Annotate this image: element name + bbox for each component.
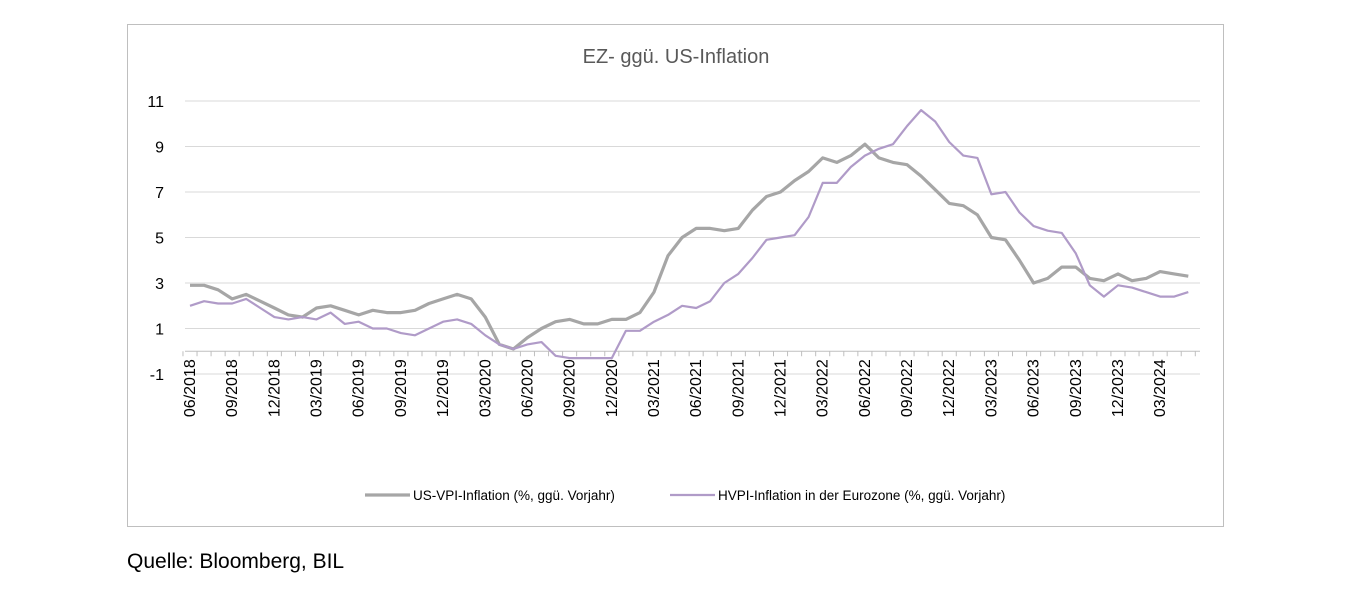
x-tick-label: 09/2022	[899, 359, 916, 417]
x-tick-label: 12/2022	[941, 359, 958, 417]
y-tick-label: 5	[155, 231, 164, 248]
x-tick-label: 03/2019	[309, 359, 326, 417]
legend: US-VPI-Inflation (%, ggü. Vorjahr) HVPI-I…	[365, 488, 1005, 503]
y-tick-label: 3	[155, 276, 164, 293]
x-tick-label: 06/2019	[351, 359, 368, 417]
x-tick-label: 12/2021	[773, 359, 790, 417]
series-lines	[189, 108, 1189, 360]
y-tick-label: 9	[155, 140, 164, 157]
y-tick-label: 1	[155, 322, 164, 339]
series-line-us-cpi	[190, 142, 1189, 351]
legend-label: HVPI-Inflation in der Eurozone (%, ggü. …	[718, 488, 1005, 503]
x-tick-label: 12/2020	[604, 359, 621, 417]
y-tick-labels: -1 1 3 5 7 9 11	[147, 94, 164, 384]
source-note: Quelle: Bloomberg, BIL	[127, 550, 345, 573]
x-tick-label: 03/2021	[646, 359, 663, 417]
x-tick-label: 03/2020	[477, 359, 494, 417]
chart-frame: EZ- ggü. US-Inflation -1 1 3 5 7 9 11 06/2018 0…	[127, 24, 1224, 527]
x-tick-label: 06/2022	[857, 359, 874, 417]
chart-title: EZ- ggü. US-Inflation	[583, 46, 770, 68]
x-tick-label: 09/2019	[393, 359, 410, 417]
series-line-ez-hicp	[189, 108, 1189, 360]
x-tick-label: 03/2023	[983, 359, 1000, 417]
grid-lines	[185, 100, 1200, 375]
x-tick-label: 12/2023	[1110, 359, 1127, 417]
y-tick-label: 11	[147, 94, 164, 111]
x-tick-labels: 06/2018 09/2018 12/2018 03/2019 06/2019 09/20…	[182, 359, 1169, 417]
y-tick-label: 7	[155, 185, 164, 202]
x-axis	[182, 350, 1200, 357]
x-tick-label: 09/2018	[224, 359, 241, 417]
x-tick-label: 09/2021	[730, 359, 747, 417]
y-tick-label: -1	[150, 367, 164, 384]
x-tick-label: 03/2024	[1152, 359, 1169, 417]
x-tick-label: 09/2020	[562, 359, 579, 417]
x-tick-label: 12/2018	[266, 359, 283, 417]
legend-label: US-VPI-Inflation (%, ggü. Vorjahr)	[413, 488, 615, 503]
x-tick-label: 09/2023	[1068, 359, 1085, 417]
x-tick-label: 12/2019	[435, 359, 452, 417]
x-tick-label: 03/2022	[815, 359, 832, 417]
x-tick-label: 06/2023	[1026, 359, 1043, 417]
x-tick-label: 06/2018	[182, 359, 199, 417]
x-tick-label: 06/2021	[688, 359, 705, 417]
x-tick-label: 06/2020	[519, 359, 536, 417]
